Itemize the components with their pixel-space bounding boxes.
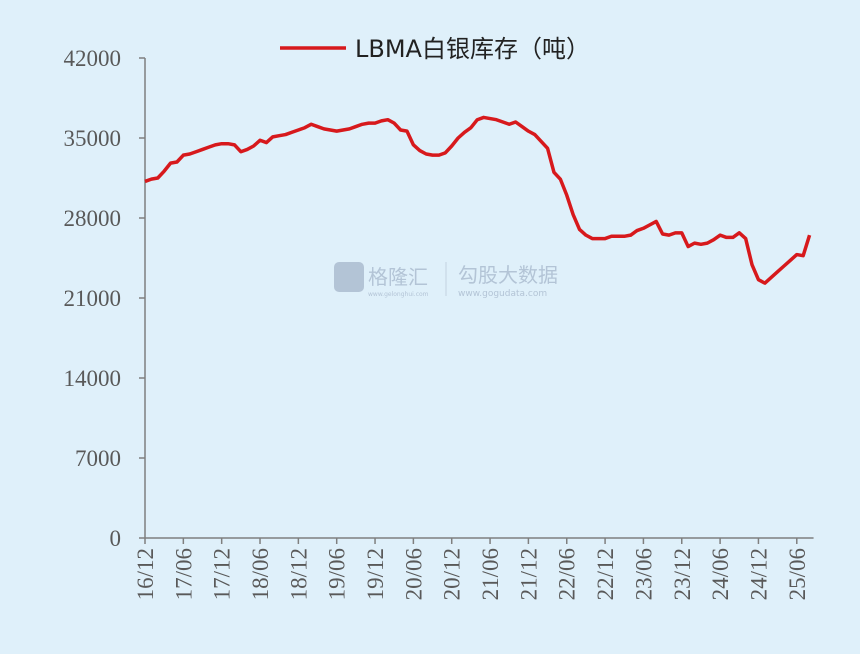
y-tick-label: 28000 bbox=[64, 206, 122, 231]
watermark-source-url: www.gogudata.com bbox=[458, 289, 547, 299]
watermark: 格隆汇 www.gelonghui.com 勾股大数据 www.gogudata… bbox=[334, 262, 558, 299]
x-tick-label: 24/12 bbox=[746, 548, 771, 600]
x-tick-label: 19/06 bbox=[325, 548, 350, 600]
x-tick-label: 23/12 bbox=[670, 548, 695, 600]
x-tick-label: 25/06 bbox=[785, 548, 810, 600]
watermark-brand: 格隆汇 bbox=[368, 265, 428, 289]
y-tick-label: 14000 bbox=[64, 366, 122, 391]
x-tick-label: 17/12 bbox=[210, 548, 235, 600]
x-tick-label: 20/12 bbox=[440, 548, 465, 600]
y-tick-label: 0 bbox=[110, 526, 122, 551]
x-tick-label: 16/12 bbox=[133, 548, 158, 600]
x-tick-label: 18/12 bbox=[286, 548, 311, 600]
legend-label: LBMA白银库存（吨） bbox=[355, 35, 590, 63]
y-tick-label: 21000 bbox=[64, 286, 122, 311]
y-tick-label: 42000 bbox=[64, 46, 122, 71]
x-tick-label: 18/06 bbox=[248, 548, 273, 600]
x-tick-label: 22/12 bbox=[593, 548, 618, 600]
y-tick-label: 7000 bbox=[75, 446, 121, 471]
watermark-brand-url: www.gelonghui.com bbox=[368, 291, 429, 298]
series-line bbox=[144, 115, 812, 285]
watermark-source: 勾股大数据 bbox=[458, 263, 558, 287]
y-tick-label: 35000 bbox=[64, 126, 122, 151]
x-tick-label: 22/06 bbox=[555, 548, 580, 600]
watermark-logo bbox=[334, 262, 364, 292]
x-tick-label: 23/06 bbox=[631, 548, 656, 600]
x-tick-label: 19/12 bbox=[363, 548, 388, 600]
x-tick-label: 21/06 bbox=[478, 548, 503, 600]
x-tick-label: 24/06 bbox=[708, 548, 733, 600]
x-tick-label: 21/12 bbox=[516, 548, 541, 600]
x-tick-label: 20/06 bbox=[401, 548, 426, 600]
x-tick-label: 17/06 bbox=[171, 548, 196, 600]
